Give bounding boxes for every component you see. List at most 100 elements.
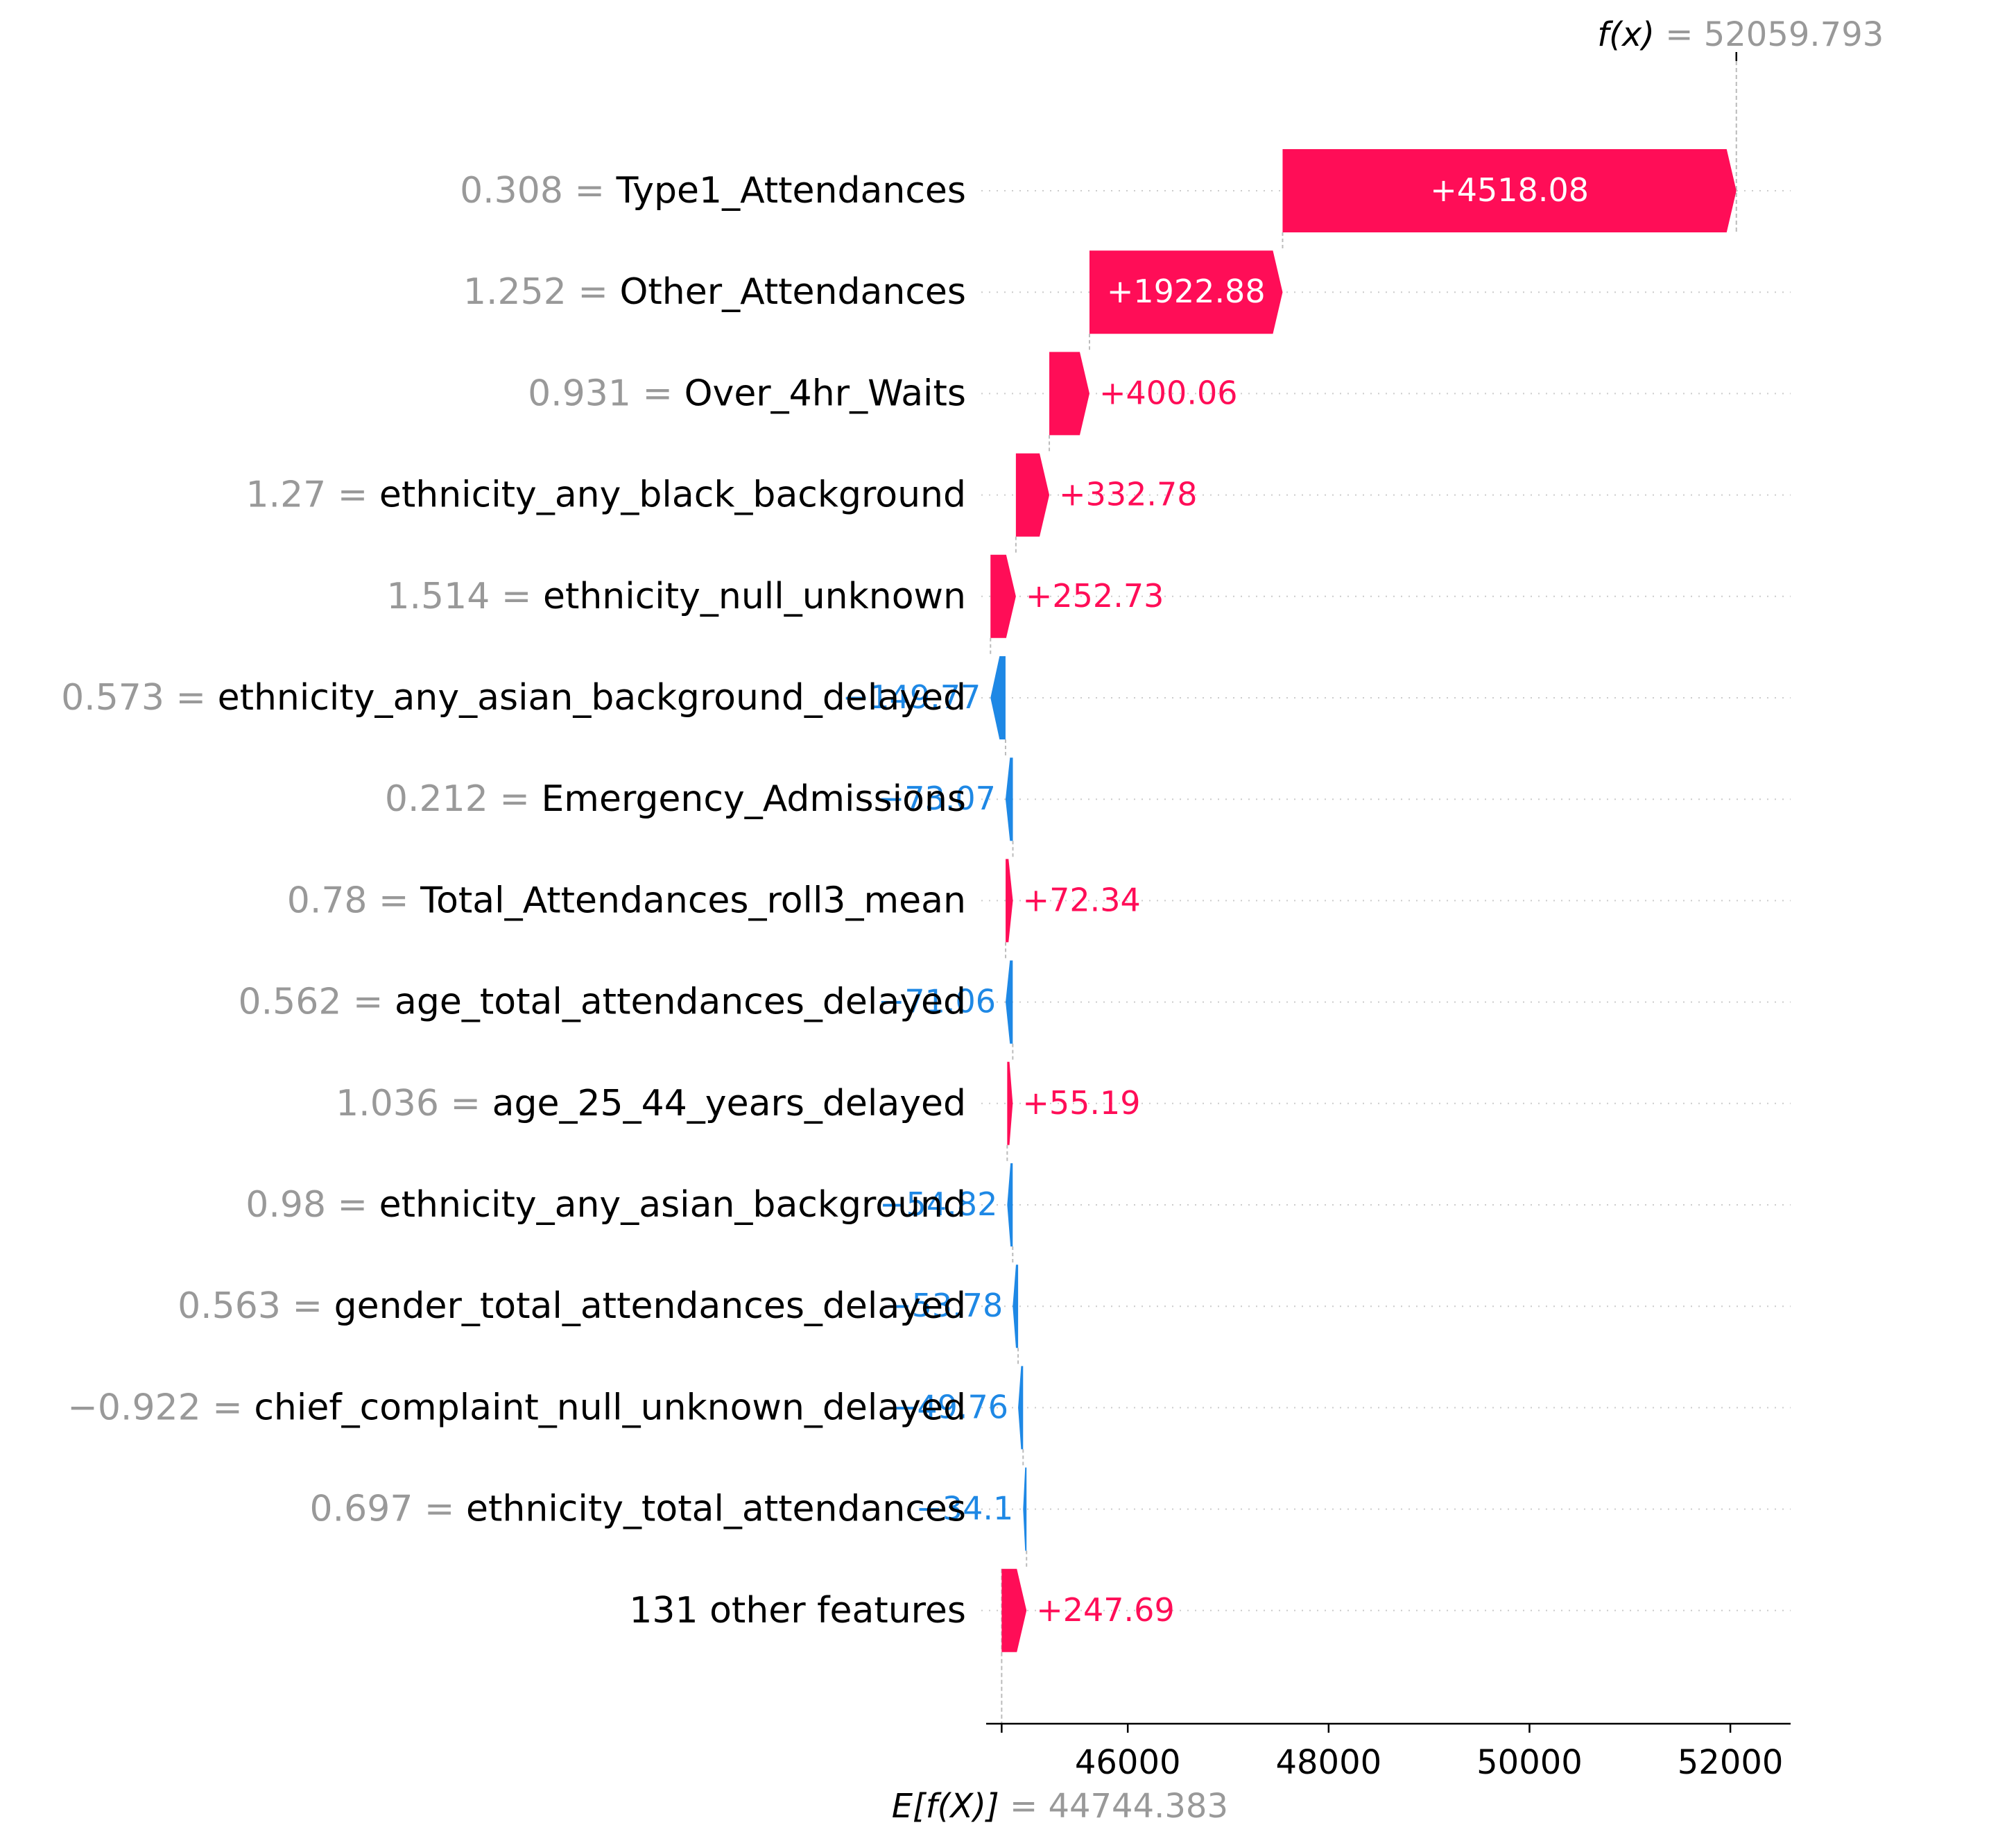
feature-label: 1.514 = ethnicity_null_unknown [386, 576, 966, 617]
equals-sign: = [281, 1285, 334, 1327]
equals-sign: = [490, 576, 543, 617]
bar-value-label: +1922.88 [1107, 273, 1266, 310]
bar-negative [1007, 1163, 1013, 1246]
row-gridlines [981, 190, 1791, 1611]
equals-sign: = [439, 1083, 492, 1124]
bar-positive [1001, 1568, 1027, 1652]
x-tick-label: 48000 [1275, 1743, 1381, 1782]
bar-value-label: +247.69 [1036, 1591, 1175, 1629]
bar-negative [1023, 1467, 1027, 1551]
value-annotations: E[f(X)] = 44744.383 f(x) = 52059.793 [892, 15, 1884, 1826]
feature-label: 0.931 = Over_4hr_Waits [528, 372, 966, 414]
feature-label: 0.212 = Emergency_Admissions [385, 778, 966, 820]
bar-negative [990, 656, 1006, 739]
feature-name: Over_4hr_Waits [684, 372, 966, 414]
output-value-annotation: f(x) = 52059.793 [1597, 15, 1884, 54]
feature-label: 0.98 = ethnicity_any_asian_background [245, 1184, 966, 1226]
x-tick-label: 50000 [1476, 1743, 1583, 1782]
equals-sign: = [164, 677, 218, 719]
feature-name: Total_Attendances_roll3_mean [420, 880, 966, 921]
bar-value-label: −149.77 [843, 678, 981, 716]
feature-name: ethnicity_any_asian_background_delayed [218, 677, 966, 719]
bar-value-label: −49.76 [890, 1388, 1008, 1425]
x-tick-label: 46000 [1075, 1743, 1181, 1782]
feature-label: 0.573 = ethnicity_any_asian_background_d… [61, 677, 966, 719]
feature-label: −0.922 = chief_complaint_null_unknown_de… [67, 1387, 966, 1428]
bar-positive [990, 554, 1016, 638]
feature-label: 1.252 = Other_Attendances [463, 271, 966, 313]
bar-value-label: +252.73 [1026, 577, 1164, 615]
feature-label: 0.563 = gender_total_attendances_delayed [178, 1285, 966, 1327]
equals-sign: = [488, 778, 542, 820]
feature-name: ethnicity_total_attendances [466, 1489, 966, 1530]
bar-positive [1049, 352, 1089, 436]
bar-value-label: −73.07 [878, 780, 996, 817]
bar-positive [1282, 149, 1737, 232]
bar-negative [1006, 960, 1013, 1044]
equals-sign: = [567, 271, 620, 313]
x-axis: 46000 48000 50000 52000 [986, 52, 1791, 1782]
feature-name: Emergency_Admissions [541, 778, 966, 820]
x-tick-label: 52000 [1678, 1743, 1784, 1782]
base-value-symbol: E[f(X)] [892, 1787, 999, 1826]
feature-label: 131 other features [629, 1590, 966, 1631]
bar-value-label: +332.78 [1059, 476, 1198, 513]
output-equals-sign: = [1655, 15, 1704, 54]
feature-name: gender_total_attendances_delayed [334, 1285, 966, 1327]
feature-label: 0.78 = Total_Attendances_roll3_mean [287, 880, 966, 921]
bar-positive [1089, 250, 1283, 334]
feature-label: 1.036 = age_25_44_years_delayed [336, 1083, 966, 1124]
feature-value: 0.78 [287, 880, 368, 921]
base-equals-sign: = [999, 1787, 1049, 1826]
feature-value: 1.036 [336, 1083, 439, 1124]
bar-value-label: +4518.08 [1430, 171, 1589, 209]
bar-negative [1013, 1265, 1019, 1348]
feature-name: ethnicity_any_asian_background [379, 1184, 966, 1226]
bar-value-label: −34.1 [915, 1490, 1013, 1527]
bar-value-label: +72.34 [1023, 881, 1141, 918]
feature-label: 1.27 = ethnicity_any_black_background [245, 474, 966, 516]
equals-sign: = [413, 1489, 466, 1530]
bar-positive [1006, 859, 1013, 943]
equals-sign: = [326, 474, 379, 516]
feature-name: Other_Attendances [619, 271, 966, 313]
feature-value: 0.697 [310, 1489, 413, 1530]
output-value-number: 52059.793 [1704, 15, 1884, 54]
feature-value: 0.931 [528, 372, 631, 414]
feature-labels: 0.308 = Type1_Attendances 1.252 = Other_A… [61, 170, 966, 1631]
equals-sign: = [368, 880, 421, 921]
equals-sign: = [631, 372, 684, 414]
feature-value: 0.98 [245, 1184, 326, 1226]
feature-label: 0.308 = Type1_Attendances [460, 170, 966, 212]
bar-value-label: +400.06 [1099, 374, 1238, 411]
bar-value-label: +55.19 [1022, 1084, 1140, 1122]
feature-name: Type1_Attendances [616, 170, 966, 212]
feature-value: 1.514 [386, 576, 490, 617]
bar-value-label: −54.82 [879, 1185, 997, 1223]
feature-label: 0.562 = age_total_attendances_delayed [239, 982, 966, 1023]
feature-value: −0.922 [67, 1387, 200, 1428]
bar-positive [1015, 453, 1050, 537]
feature-value: 0.573 [61, 677, 164, 719]
base-value-annotation: E[f(X)] = 44744.383 [892, 1787, 1228, 1826]
feature-value: 1.27 [245, 474, 326, 516]
output-value-symbol: f(x) [1597, 15, 1655, 54]
feature-name: age_25_44_years_delayed [492, 1083, 966, 1124]
bar-value-label: −53.78 [885, 1287, 1003, 1324]
bar-negative [1018, 1366, 1024, 1450]
equals-sign: = [563, 170, 617, 212]
feature-value: 0.563 [178, 1285, 281, 1327]
feature-name: ethnicity_any_black_background [379, 474, 966, 516]
feature-name: 131 other features [629, 1590, 966, 1631]
bar-positive [1007, 1061, 1013, 1145]
bar-negative [1005, 757, 1013, 841]
feature-name: chief_complaint_null_unknown_delayed [254, 1387, 966, 1428]
feature-label: 0.697 = ethnicity_total_attendances [310, 1489, 966, 1530]
feature-value: 0.212 [385, 778, 488, 820]
feature-value: 0.308 [460, 170, 563, 212]
equals-sign: = [326, 1184, 379, 1226]
equals-sign: = [341, 982, 395, 1023]
contribution-bars: +4518.08 +1922.88 +400.06 +332.78 +252.73 −14… [843, 149, 1737, 1652]
feature-value: 1.252 [463, 271, 567, 313]
